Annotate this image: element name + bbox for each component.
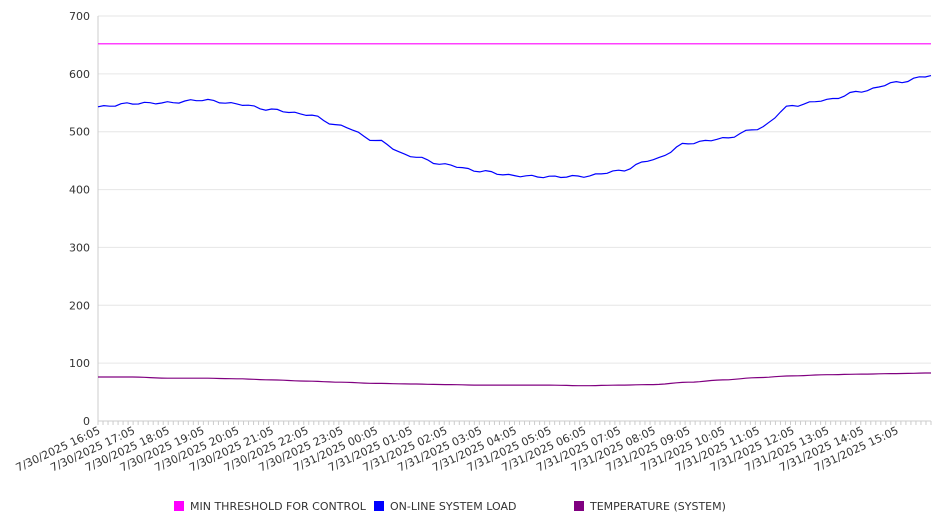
legend: MIN THRESHOLD FOR CONTROL ON-LINE SYSTEM …	[174, 500, 726, 513]
series-line-2	[98, 372, 931, 387]
series-line-1	[97, 75, 932, 179]
grid-lines	[98, 15, 931, 364]
legend-label-2: TEMPERATURE (SYSTEM)	[589, 500, 726, 513]
y-tick-label: 500	[69, 126, 90, 139]
y-tick-label: 200	[69, 299, 90, 312]
y-tick-labels: 0 100 200 300 400 500 600 700	[69, 10, 90, 428]
x-tick-labels: 7/30/2025 16:057/30/2025 17:057/30/2025 …	[14, 424, 901, 474]
y-tick-label: 400	[69, 184, 90, 197]
y-tick-label: 0	[83, 415, 90, 428]
legend-swatch-2	[574, 501, 584, 511]
y-tick-label: 700	[69, 10, 90, 23]
legend-label-0: MIN THRESHOLD FOR CONTROL	[190, 500, 367, 513]
y-tick-label: 100	[69, 357, 90, 370]
series-lines	[97, 43, 932, 387]
legend-label-1: ON-LINE SYSTEM LOAD	[390, 500, 516, 513]
legend-swatch-1	[374, 501, 384, 511]
legend-swatch-0	[174, 501, 184, 511]
y-tick-label: 300	[69, 241, 90, 254]
y-tick-label: 600	[69, 68, 90, 81]
axes	[97, 16, 932, 425]
